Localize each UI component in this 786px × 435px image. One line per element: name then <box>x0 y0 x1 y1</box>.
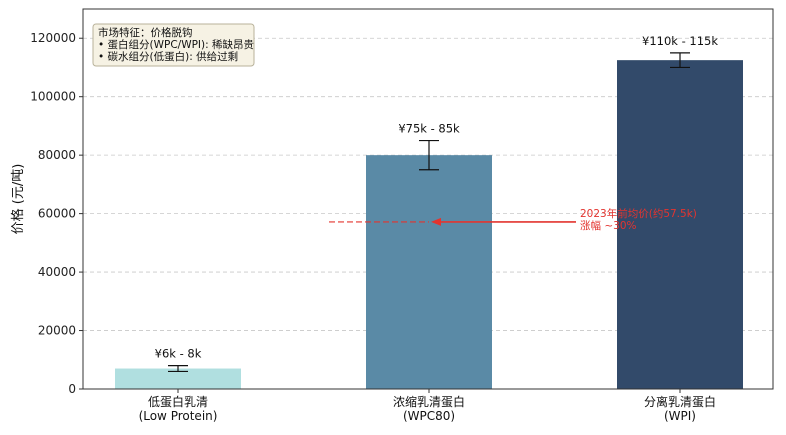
annotation-arrow-head <box>431 217 441 226</box>
y-axis-ticks: 0 20000 40000 60000 80000 100000 120000 <box>30 31 83 396</box>
bar <box>366 155 492 389</box>
reference-line <box>329 217 576 226</box>
y-tick-label: 60000 <box>38 207 76 221</box>
x-axis-categories: 低蛋白乳清(Low Protein) 浓缩乳清蛋白(WPC80) 分离乳清蛋白(WP… <box>139 389 716 423</box>
y-tick-label: 20000 <box>38 324 76 338</box>
annotation: 2023年前均价(约57.5k) 涨幅 ~30% <box>580 207 697 232</box>
y-axis-label: 价格 (元/吨) <box>10 164 26 235</box>
x-tick-label: (Low Protein) <box>139 409 218 423</box>
y-tick-label: 0 <box>68 382 76 396</box>
info-box-line-1: 市场特征：价格脱钩 <box>98 26 193 39</box>
info-box-line-3: • 碳水组分(低蛋白): 供给过剩 <box>98 50 238 63</box>
y-tick-label: 40000 <box>38 265 76 279</box>
y-tick-label: 120000 <box>30 31 76 45</box>
x-tick-label: 分离乳清蛋白 <box>644 394 716 409</box>
x-tick-label: (WPI) <box>664 409 696 423</box>
info-box: 市场特征：价格脱钩 • 蛋白组分(WPC/WPI): 稀缺昂贵 • 碳水组分(低… <box>92 23 255 67</box>
bar <box>115 368 241 389</box>
annotation-line-1: 2023年前均价(约57.5k) <box>580 207 697 220</box>
x-tick-label: 低蛋白乳清 <box>148 394 208 409</box>
plot-frame <box>82 8 774 390</box>
x-tick-label: (WPC80) <box>403 409 455 423</box>
bars: ¥6k - 8k ¥75k - 85k ¥110k - 115k <box>115 34 743 390</box>
y-tick-label: 100000 <box>30 90 76 104</box>
bar <box>617 60 743 390</box>
bar-data-label: ¥6k - 8k <box>155 347 202 361</box>
annotation-line-2: 涨幅 ~30% <box>580 219 636 232</box>
info-box-line-2: • 蛋白组分(WPC/WPI): 稀缺昂贵 <box>98 38 254 51</box>
y-tick-label: 80000 <box>38 148 76 162</box>
bar-data-label: ¥75k - 85k <box>398 122 460 136</box>
bar-data-label: ¥110k - 115k <box>642 34 718 48</box>
x-tick-label: 浓缩乳清蛋白 <box>393 394 465 409</box>
